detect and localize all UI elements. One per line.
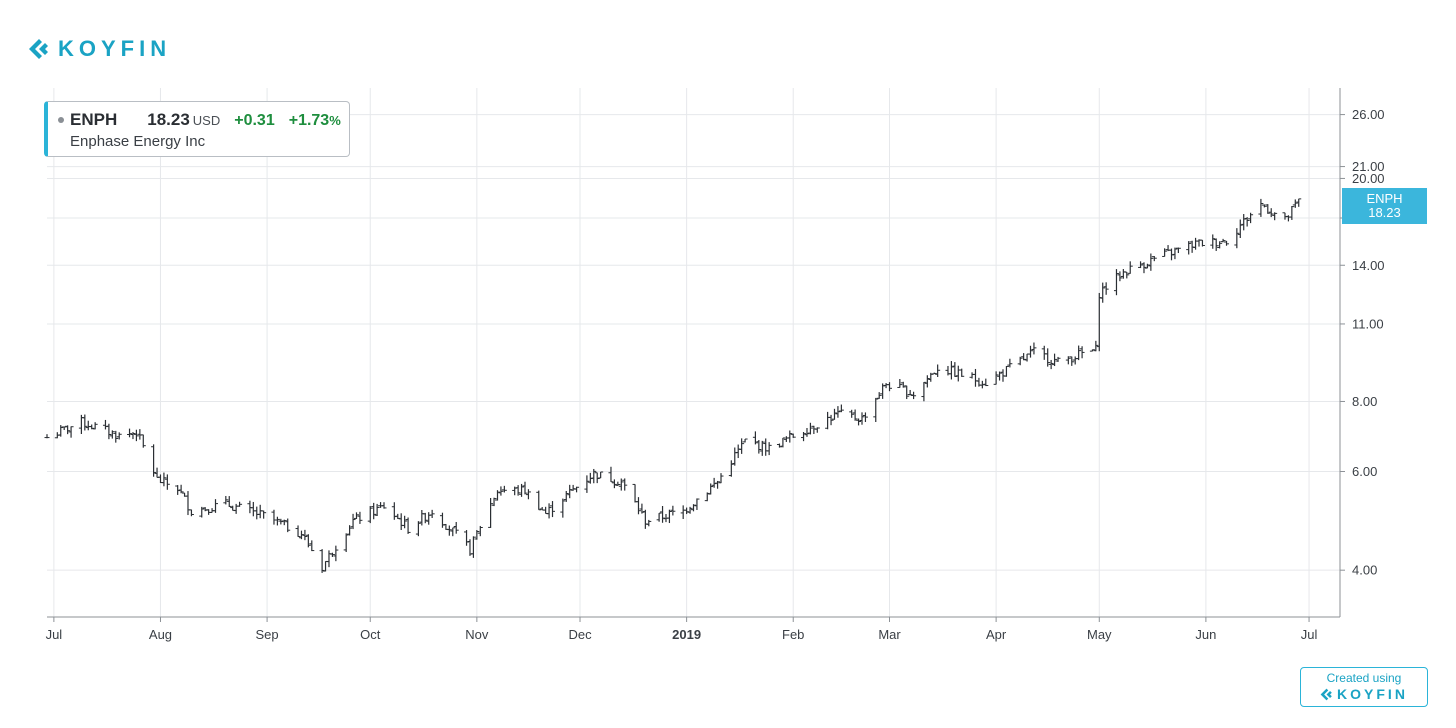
- x-tick-label: Mar: [878, 627, 901, 642]
- x-tick-label: Oct: [360, 627, 381, 642]
- x-tick-label: Nov: [465, 627, 489, 642]
- x-tick-label: Sep: [256, 627, 279, 642]
- x-tick-label: Feb: [782, 627, 804, 642]
- company-name: Enphase Energy Inc: [70, 133, 206, 150]
- x-tick-label: Jul: [46, 627, 63, 642]
- price-change-percent: +1.73%: [289, 112, 341, 130]
- created-using-label: Created using: [1326, 671, 1402, 685]
- koyfin-chevron-icon: [1320, 688, 1332, 700]
- y-tick-label: 6.00: [1352, 464, 1377, 479]
- koyfin-chevron-icon: [29, 39, 48, 59]
- x-tick-label: Jul: [1301, 627, 1318, 642]
- price-tag-value: 18.23: [1368, 205, 1401, 220]
- last-price: 18.23: [147, 110, 190, 129]
- x-tick-label: Jun: [1195, 627, 1216, 642]
- y-tick-label: 8.00: [1352, 394, 1377, 409]
- brand-name: KOYFIN: [58, 36, 172, 61]
- y-tick-label: 4.00: [1352, 563, 1377, 578]
- series-dot-icon: [58, 117, 64, 123]
- ticker-symbol: ENPH: [70, 110, 118, 129]
- change-pct-value: +1.73: [288, 112, 330, 129]
- x-tick-label: Apr: [986, 627, 1007, 642]
- y-tick-label: 21.00: [1352, 159, 1385, 174]
- price-tag-ticker: ENPH: [1366, 191, 1403, 206]
- percent-sign: %: [329, 113, 341, 128]
- quote-info-box: ENPH 18.23 USD +0.31 +1.73% Enphase Ener…: [44, 101, 350, 157]
- x-tick-label: May: [1087, 627, 1112, 642]
- x-tick-label: Dec: [568, 627, 592, 642]
- y-tick-label: 26.00: [1352, 107, 1385, 122]
- y-tick-label: 14.00: [1352, 258, 1385, 273]
- price-change: +0.31: [234, 112, 275, 129]
- created-using-brand: KOYFIN: [1337, 686, 1408, 702]
- last-price-tag: ENPH 18.23: [1342, 188, 1427, 224]
- y-tick-label: 11.00: [1352, 316, 1384, 331]
- x-tick-label: 2019: [672, 627, 701, 642]
- y-tick-label: 20.00: [1352, 171, 1385, 186]
- created-using-badge[interactable]: Created using KOYFIN: [1300, 667, 1428, 707]
- koyfin-logo: KOYFIN: [28, 36, 171, 62]
- x-tick-label: Aug: [149, 627, 172, 642]
- currency-label: USD: [192, 113, 221, 128]
